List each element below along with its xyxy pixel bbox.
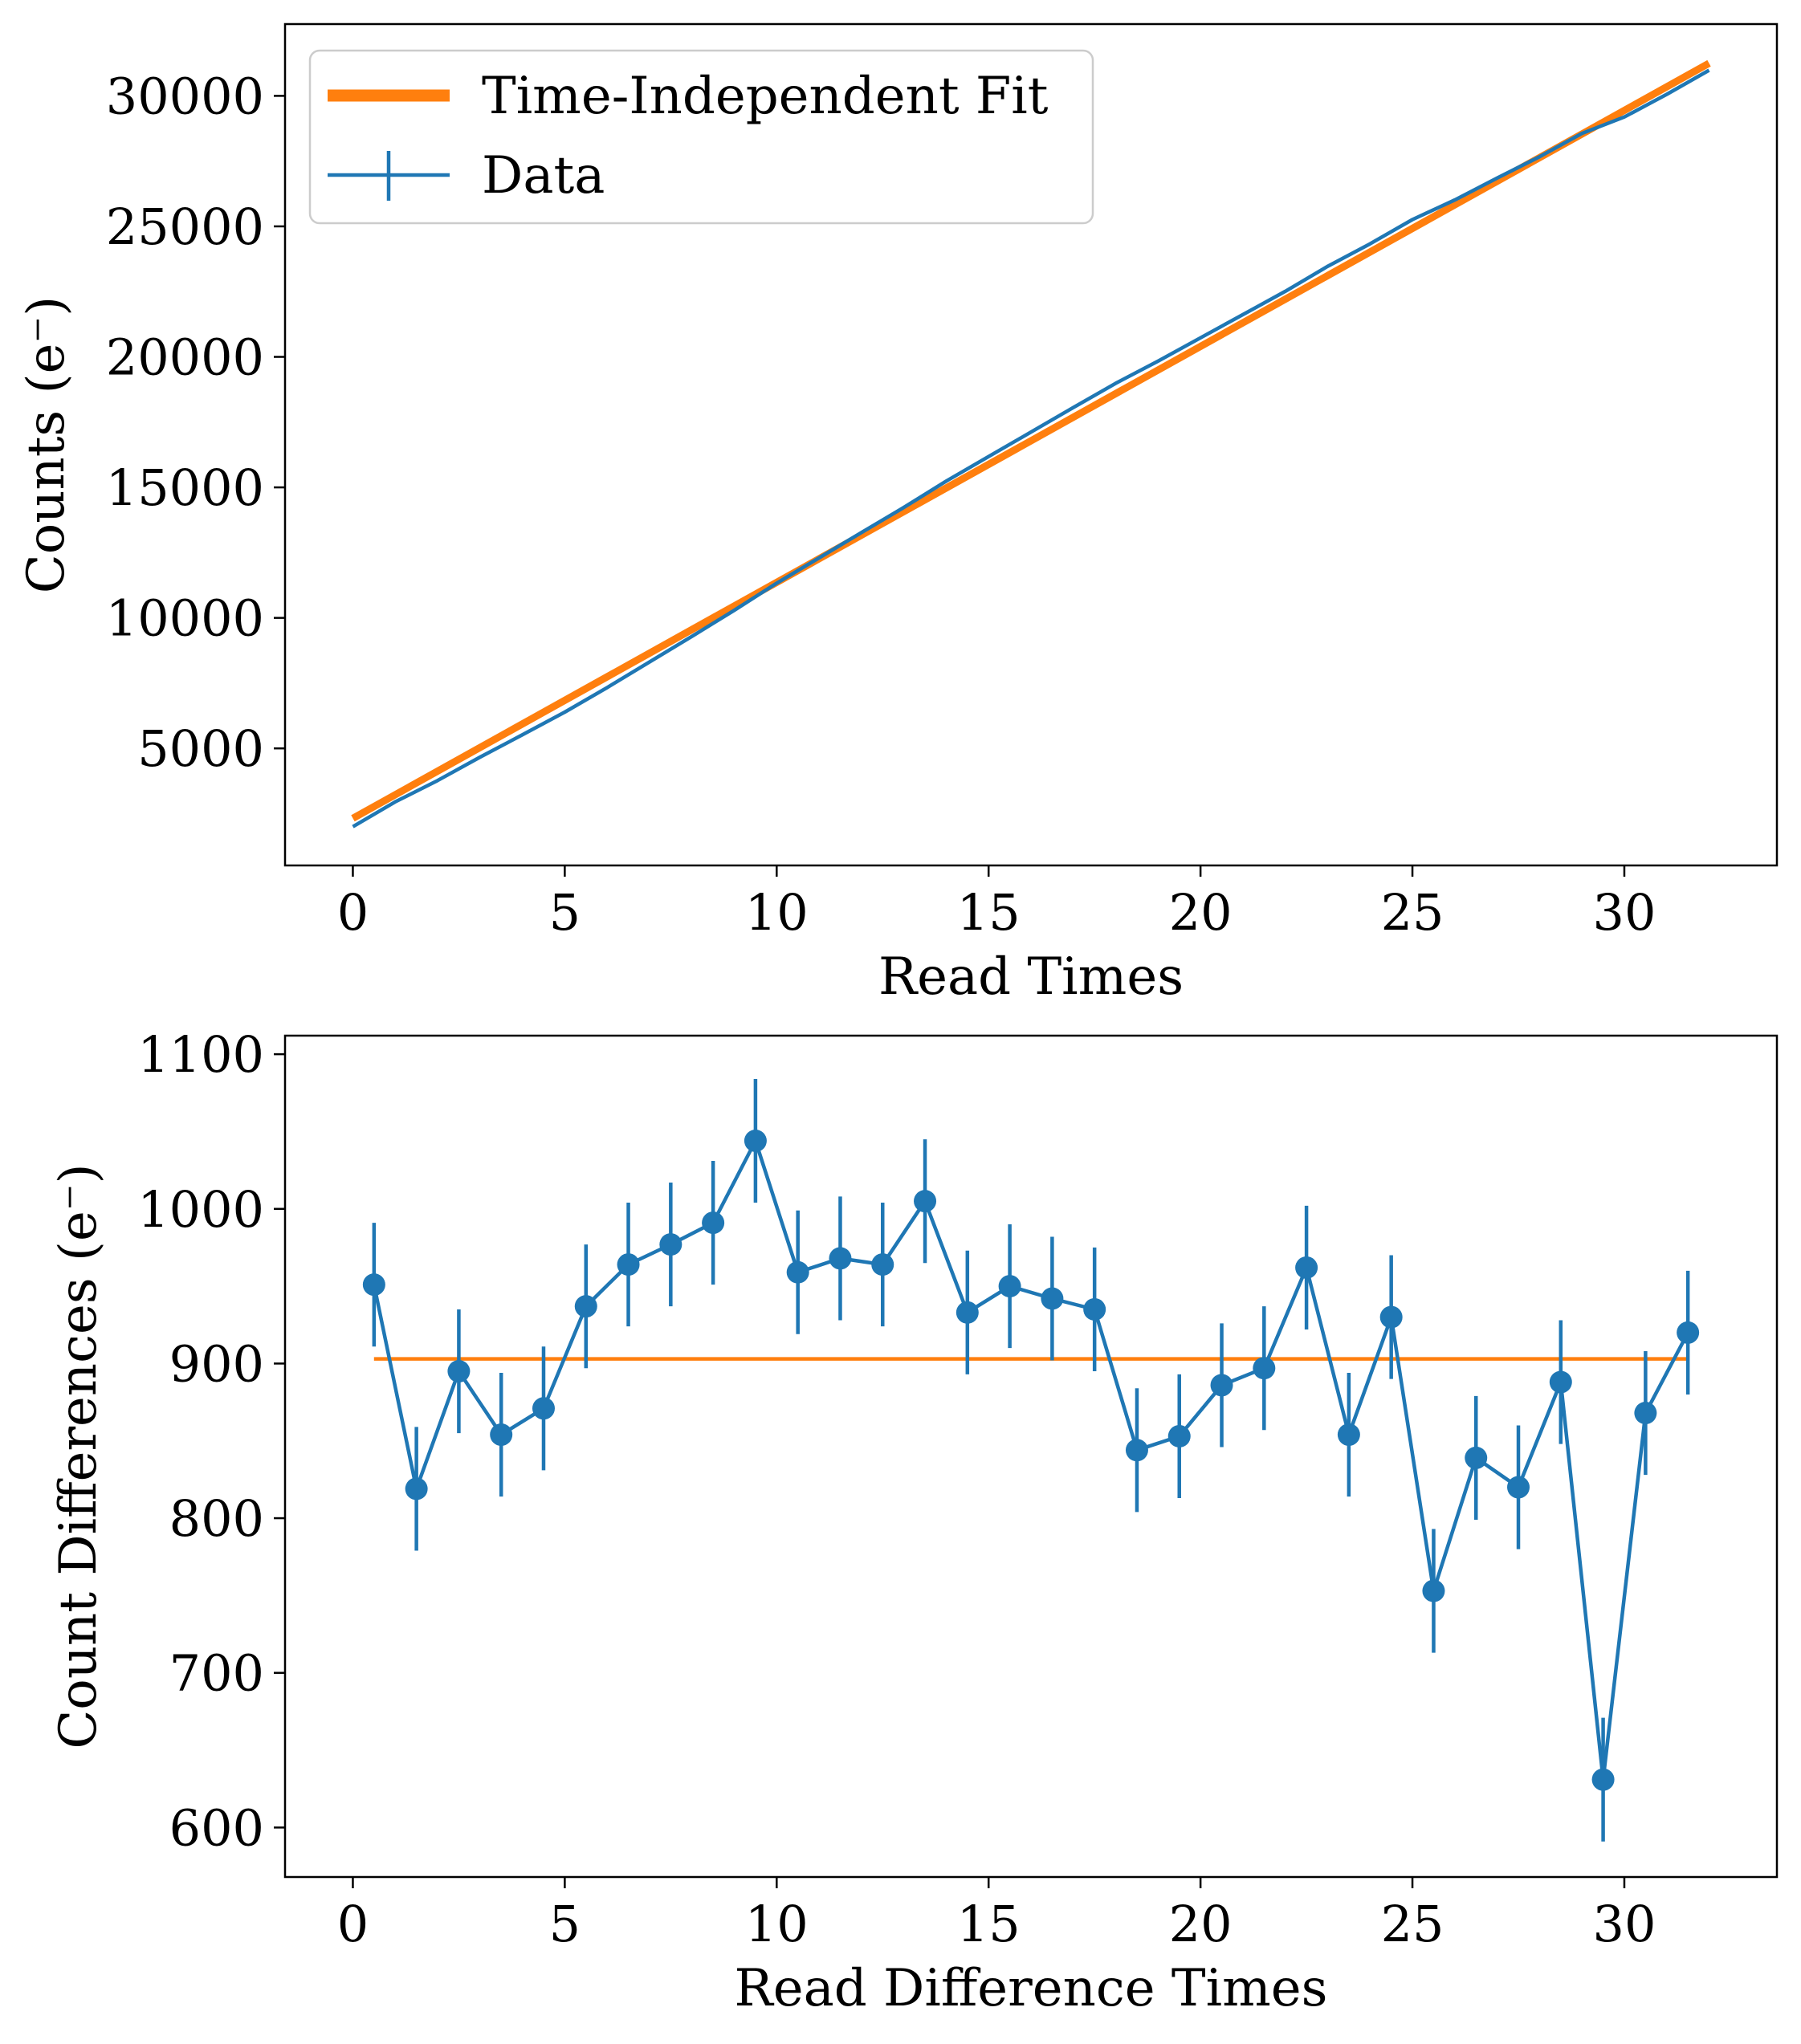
y-tick-label: 15000 [106, 458, 264, 517]
counts-plot-area [351, 59, 1711, 829]
counts-y-axis-label: Counts (e⁻) [17, 296, 76, 593]
x-tick-label: 5 [549, 883, 581, 942]
data-point [574, 1295, 597, 1318]
data-point [1507, 1476, 1530, 1499]
x-tick-label: 25 [1381, 1895, 1444, 1953]
x-tick-label: 20 [1169, 883, 1233, 942]
data-point [617, 1253, 640, 1276]
data-point [1295, 1256, 1318, 1279]
data-point [1465, 1446, 1488, 1469]
data-point [1337, 1423, 1360, 1447]
y-tick-label: 30000 [106, 67, 264, 125]
counts-x-axis-label: Read Times [878, 947, 1184, 1007]
x-tick-label: 0 [337, 1895, 369, 1953]
x-tick-label: 5 [549, 1895, 581, 1953]
fit-line [351, 59, 1711, 822]
x-tick-label: 10 [745, 883, 809, 942]
differences-axes-frame [283, 1034, 1779, 1879]
counts-x-ticks: 0 5 10 15 20 25 30 [337, 865, 1656, 942]
data-point [956, 1301, 979, 1324]
x-tick-label: 15 [957, 883, 1021, 942]
y-tick-label: 600 [169, 1798, 264, 1857]
data-point [1677, 1321, 1700, 1344]
data-point [1253, 1357, 1276, 1380]
legend-box [308, 49, 1094, 225]
differences-x-axis-label: Read Difference Times [735, 1959, 1328, 2018]
data-point [1379, 1305, 1403, 1329]
x-tick-label: 25 [1381, 883, 1444, 942]
data-point [1041, 1287, 1064, 1310]
data-point [914, 1190, 937, 1213]
data-point [490, 1423, 513, 1447]
data-point [1591, 1768, 1615, 1791]
counts-legend: Time-Independent Fit Data [308, 49, 1094, 225]
x-tick-label: 0 [337, 883, 369, 942]
y-tick-label: 1000 [137, 1180, 264, 1239]
data-point [829, 1247, 852, 1270]
y-tick-label: 900 [169, 1334, 264, 1393]
y-tick-label: 10000 [106, 589, 264, 648]
data-point [702, 1211, 725, 1235]
data-point [405, 1477, 428, 1500]
x-tick-label: 20 [1169, 1895, 1233, 1953]
differences-y-axis-label: Count Differences (e⁻) [49, 1163, 108, 1749]
data-point [1549, 1370, 1572, 1394]
data-point [532, 1397, 555, 1420]
x-tick-label: 10 [745, 1895, 809, 1953]
counts-y-ticks: 5000 10000 15000 20000 25000 30000 [106, 67, 285, 778]
count-differences-chart: 0 5 10 15 20 25 30 600 700 800 900 1000 1100 Read D… [49, 1025, 1779, 2018]
differences-x-ticks: 0 5 10 15 20 25 30 [337, 1877, 1656, 1953]
x-tick-label: 30 [1593, 883, 1656, 942]
y-tick-label: 800 [169, 1489, 264, 1548]
x-tick-label: 15 [957, 1895, 1021, 1953]
y-tick-label: 5000 [137, 719, 264, 778]
data-point [1083, 1297, 1106, 1321]
data-point [1210, 1374, 1233, 1397]
data-point [1422, 1579, 1445, 1602]
data-line [352, 68, 1710, 829]
legend-fit-label: Time-Independent Fit [482, 67, 1049, 126]
counts-axes-frame [283, 22, 1779, 867]
y-tick-label: 700 [169, 1644, 264, 1703]
data-point [362, 1273, 385, 1297]
data-point [1125, 1439, 1148, 1462]
data-point [998, 1275, 1021, 1298]
data-point [659, 1233, 683, 1256]
y-tick-label: 20000 [106, 328, 264, 387]
data-point [1634, 1402, 1657, 1425]
differences-plot-area [362, 1078, 1700, 1842]
legend-data-label: Data [482, 146, 605, 206]
data-point [447, 1360, 471, 1383]
data-point [1167, 1424, 1191, 1447]
y-tick-label: 1100 [137, 1025, 264, 1084]
counts-vs-read-times-chart: 0 5 10 15 20 25 30 5000 10000 15000 20000 25000 300… [17, 22, 1779, 1007]
data-point [871, 1253, 894, 1276]
data-point [786, 1260, 809, 1284]
data-point [744, 1130, 767, 1152]
differences-y-ticks: 600 700 800 900 1000 1100 [137, 1025, 285, 1857]
y-tick-label: 25000 [106, 197, 264, 256]
x-tick-label: 30 [1593, 1895, 1656, 1953]
